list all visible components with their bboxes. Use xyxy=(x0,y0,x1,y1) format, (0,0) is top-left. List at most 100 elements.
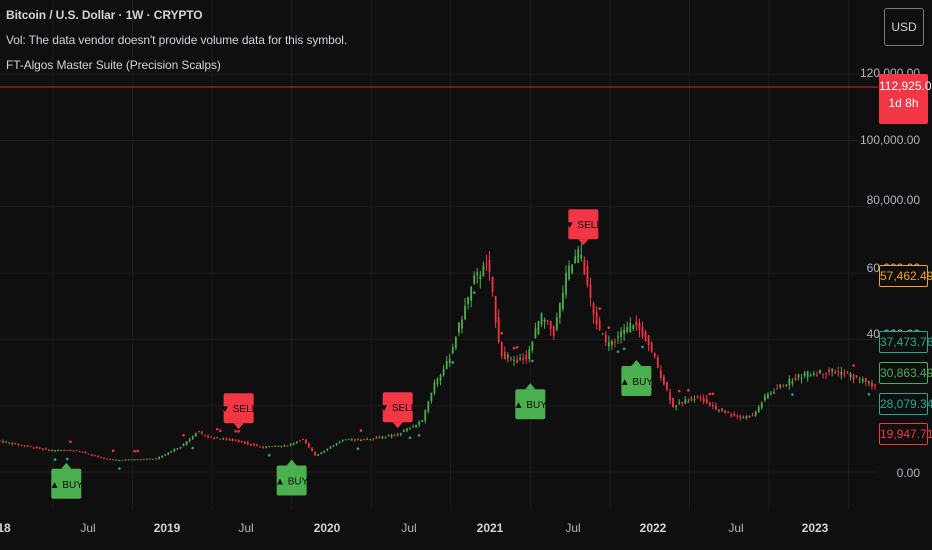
candle-body xyxy=(540,313,543,325)
candle-body xyxy=(819,369,821,374)
candle-body xyxy=(289,444,292,446)
candle-body xyxy=(75,450,78,452)
candle-body xyxy=(543,319,546,323)
candle-body xyxy=(197,431,200,433)
candle-body xyxy=(840,371,843,375)
candle-body xyxy=(51,450,53,452)
candle-body xyxy=(757,406,760,413)
candle-body xyxy=(562,292,564,309)
candle-body xyxy=(675,405,678,407)
time-axis-label: 2022 xyxy=(639,521,667,535)
indicator-dot xyxy=(69,440,72,444)
candle-body xyxy=(54,450,56,452)
candle-body xyxy=(739,415,742,418)
sell-label-box xyxy=(223,393,254,424)
indicator-label[interactable]: FT-Algos Master Suite (Precision Scalps) xyxy=(6,58,221,72)
candle-body xyxy=(271,446,274,448)
candle-body xyxy=(191,436,194,440)
symbol-title[interactable]: Bitcoin / U.S. Dollar · 1W · CRYPTO xyxy=(6,8,203,22)
candle-body xyxy=(727,412,730,414)
candle-body xyxy=(17,443,20,445)
candle-body xyxy=(874,384,876,386)
candle-body xyxy=(770,393,772,395)
candle-body xyxy=(204,435,206,437)
time-axis-label: 2020 xyxy=(313,521,341,535)
price-tag-teal-2: 28,079.34 xyxy=(879,393,932,415)
candle-body xyxy=(262,447,265,449)
candle-body xyxy=(828,369,831,373)
buy-arrow xyxy=(286,459,297,466)
candle-body xyxy=(228,438,231,441)
candle-body xyxy=(773,392,775,394)
candle-body xyxy=(733,413,736,417)
sell-label-text: ▼ SELL xyxy=(220,404,258,415)
candle-body xyxy=(580,254,583,259)
sell-label-box xyxy=(568,209,599,240)
candle-body xyxy=(430,392,433,401)
candle-body xyxy=(286,445,289,447)
candle-body xyxy=(767,394,769,399)
sell-label-text: ▼ SELL xyxy=(565,220,603,231)
candle-body xyxy=(831,368,834,372)
candle-body xyxy=(412,426,414,428)
candle-body xyxy=(464,305,466,320)
candle-body xyxy=(620,331,622,337)
candle-body xyxy=(705,398,708,403)
candle-body xyxy=(776,388,778,390)
candle-body xyxy=(5,441,8,443)
candle-body xyxy=(485,263,488,265)
time-axis-label: Jul xyxy=(728,521,744,535)
candle-body xyxy=(672,397,674,408)
candle-body xyxy=(259,446,261,448)
buy-label-text: ▲ BUY xyxy=(275,476,309,487)
candle-body xyxy=(623,329,626,334)
candle-body xyxy=(393,434,396,437)
candle-body xyxy=(754,411,757,416)
indicator-dot xyxy=(711,392,715,396)
candle-body xyxy=(601,333,604,335)
candle-body xyxy=(69,450,72,452)
time-axis-label: Jul xyxy=(238,521,254,535)
candle-body xyxy=(837,371,840,373)
candle-body xyxy=(29,445,32,447)
candle-body xyxy=(586,265,589,286)
buy-label-box xyxy=(51,468,82,499)
candle-body xyxy=(702,397,705,402)
candle-body xyxy=(583,259,586,275)
indicator-dot xyxy=(118,467,121,470)
buy-label-text: ▲ BUY xyxy=(50,480,84,491)
candle-body xyxy=(387,435,390,437)
candle-body xyxy=(451,347,454,354)
candle-body xyxy=(479,275,482,280)
candle-body xyxy=(522,357,525,360)
candle-body xyxy=(864,378,867,382)
candle-body xyxy=(745,416,748,419)
candle-body xyxy=(855,375,858,377)
currency-button[interactable]: USD xyxy=(884,8,924,46)
candle-body xyxy=(173,449,176,452)
candle-body xyxy=(442,368,445,376)
candle-body xyxy=(718,409,720,411)
candle-body xyxy=(402,430,405,432)
candle-body xyxy=(534,328,537,339)
buy-arrow xyxy=(525,383,536,390)
candle-body xyxy=(112,459,115,461)
candle-body xyxy=(139,459,142,461)
candle-body xyxy=(763,395,766,401)
indicator-dot xyxy=(359,429,363,432)
candle-body xyxy=(458,322,460,333)
candle-body xyxy=(614,341,616,343)
candle-body xyxy=(461,319,463,329)
candle-body xyxy=(253,443,255,446)
candle-body xyxy=(320,452,323,454)
candle-body xyxy=(243,441,246,444)
candle-body xyxy=(338,441,341,443)
candle-body xyxy=(341,440,344,442)
candle-body xyxy=(638,322,641,331)
candle-body xyxy=(231,439,234,441)
indicator-dot xyxy=(852,364,855,367)
candle-body xyxy=(852,374,855,380)
candle-body xyxy=(246,442,249,445)
indicator-dot xyxy=(53,458,57,461)
